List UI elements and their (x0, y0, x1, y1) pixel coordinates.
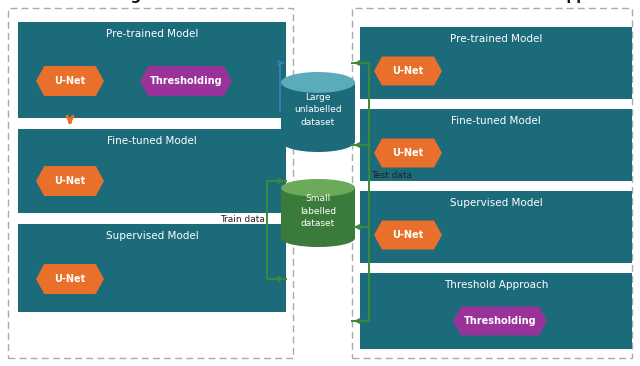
FancyBboxPatch shape (18, 129, 286, 213)
FancyBboxPatch shape (360, 27, 632, 99)
Polygon shape (36, 66, 104, 96)
FancyBboxPatch shape (360, 191, 632, 263)
Text: Fine-tuned Model: Fine-tuned Model (451, 116, 541, 126)
Text: Thresholding: Thresholding (150, 76, 222, 86)
FancyBboxPatch shape (18, 22, 286, 118)
Ellipse shape (281, 179, 355, 197)
Polygon shape (453, 306, 547, 336)
FancyBboxPatch shape (360, 273, 632, 349)
Text: Supervised Model: Supervised Model (450, 198, 542, 208)
Text: Evaluation of Models and Approach: Evaluation of Models and Approach (353, 0, 630, 3)
Text: Pre-trained Model: Pre-trained Model (106, 29, 198, 39)
Text: Supervised Model: Supervised Model (106, 231, 198, 241)
Text: U-Net: U-Net (54, 76, 86, 86)
Text: Thresholding: Thresholding (464, 316, 536, 326)
Polygon shape (36, 166, 104, 196)
Text: U-Net: U-Net (392, 230, 424, 240)
Text: U-Net: U-Net (392, 66, 424, 76)
FancyBboxPatch shape (360, 109, 632, 181)
Text: Threshold Approach: Threshold Approach (444, 280, 548, 290)
Ellipse shape (281, 72, 355, 93)
Text: Fine-tuned Model: Fine-tuned Model (107, 136, 197, 146)
Polygon shape (374, 56, 442, 86)
FancyBboxPatch shape (281, 188, 355, 238)
Text: Large
unlabelled
dataset: Large unlabelled dataset (294, 93, 342, 127)
Text: Test data: Test data (371, 172, 412, 180)
Text: U-Net: U-Net (392, 148, 424, 158)
Ellipse shape (281, 229, 355, 247)
FancyBboxPatch shape (18, 224, 286, 312)
Text: Pre-trained Model: Pre-trained Model (450, 34, 542, 44)
Text: U-Net: U-Net (54, 274, 86, 284)
Text: U-Net: U-Net (54, 176, 86, 186)
Text: Train data: Train data (220, 216, 265, 224)
Ellipse shape (281, 131, 355, 152)
Polygon shape (374, 220, 442, 250)
Polygon shape (140, 66, 232, 96)
FancyBboxPatch shape (281, 82, 355, 142)
Polygon shape (36, 264, 104, 294)
Text: Training of Models: Training of Models (74, 0, 227, 3)
Text: Small
labelled
dataset: Small labelled dataset (300, 194, 336, 228)
Polygon shape (374, 138, 442, 168)
